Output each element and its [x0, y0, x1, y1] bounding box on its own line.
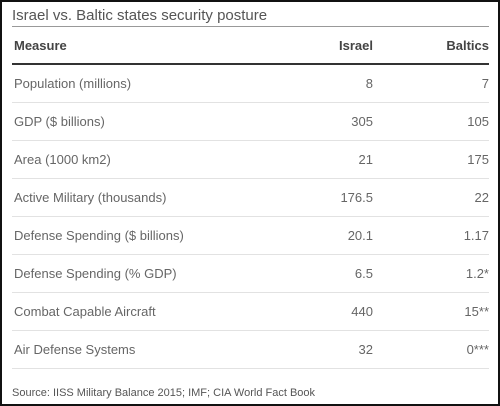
baltics-value: 7: [375, 64, 489, 103]
baltics-value: 175: [375, 140, 489, 179]
israel-value: 32: [262, 330, 375, 369]
israel-value: 305: [262, 102, 375, 141]
table-row: GDP ($ billions) 305 105: [12, 102, 489, 141]
israel-value: 440: [262, 292, 375, 331]
table-row: Active Military (thousands) 176.5 22: [12, 178, 489, 217]
baltics-value: 105: [375, 102, 489, 141]
baltics-value: 22: [375, 178, 489, 217]
baltics-value: 15**: [375, 292, 489, 331]
row-label: Defense Spending (% GDP): [12, 254, 262, 293]
table-row: Defense Spending ($ billions) 20.1 1.17: [12, 216, 489, 255]
table-row: Population (millions) 8 7: [12, 64, 489, 103]
israel-value: 176.5: [262, 178, 375, 217]
row-label: Air Defense Systems: [12, 330, 262, 369]
row-label: Area (1000 km2): [12, 140, 262, 179]
israel-value: 20.1: [262, 216, 375, 255]
source-note: Source: IISS Military Balance 2015; IMF;…: [12, 387, 316, 399]
table-row: Combat Capable Aircraft 440 15**: [12, 292, 489, 331]
row-label: GDP ($ billions): [12, 102, 262, 141]
comparison-table-wrapper: Measure Israel Baltics Population (milli…: [12, 26, 489, 369]
column-header-measure: Measure: [12, 27, 262, 65]
israel-value: 8: [262, 64, 375, 103]
table-title: Israel vs. Baltic states security postur…: [12, 7, 268, 24]
column-header-israel: Israel: [262, 27, 375, 65]
baltics-value: 1.2*: [375, 254, 489, 293]
comparison-table: Measure Israel Baltics Population (milli…: [12, 27, 489, 369]
row-label: Combat Capable Aircraft: [12, 292, 262, 331]
table-row: Air Defense Systems 32 0***: [12, 330, 489, 369]
row-label: Population (millions): [12, 64, 262, 103]
israel-value: 6.5: [262, 254, 375, 293]
israel-value: 21: [262, 140, 375, 179]
baltics-value: 1.17: [375, 216, 489, 255]
row-label: Active Military (thousands): [12, 178, 262, 217]
column-header-baltics: Baltics: [375, 27, 489, 65]
row-label: Defense Spending ($ billions): [12, 216, 262, 255]
table-row: Area (1000 km2) 21 175: [12, 140, 489, 179]
header-row: Measure Israel Baltics: [12, 27, 489, 65]
table-row: Defense Spending (% GDP) 6.5 1.2*: [12, 254, 489, 293]
baltics-value: 0***: [375, 330, 489, 369]
